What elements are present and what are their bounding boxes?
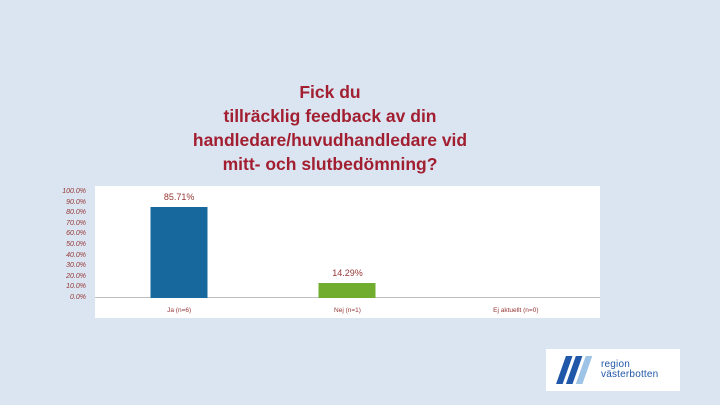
y-tick-label: 10.0% xyxy=(66,283,86,291)
y-tick-label: 30.0% xyxy=(66,262,86,270)
x-axis-category-label: Ja (n=6) xyxy=(167,307,192,314)
chart-plot-area: 85.71% Ja (n=6) 14.29% Nej (n=1) Ej aktuellt… xyxy=(95,186,600,318)
bar-chart: 85.71% Ja (n=6) 14.29% Nej (n=1) Ej aktuellt… xyxy=(95,186,600,318)
chart-category-slot: 85.71% Ja (n=6) xyxy=(95,186,263,318)
y-tick-label: 80.0% xyxy=(66,209,86,217)
logo-line1: region xyxy=(601,358,630,370)
title-line: tillräcklig feedback av din xyxy=(223,106,437,126)
logo-text: region västerbotten xyxy=(601,358,659,381)
x-axis-category-label: Nej (n=1) xyxy=(334,307,361,314)
y-tick-label: 60.0% xyxy=(66,230,86,238)
x-axis-category-label: Ej aktuellt (n=0) xyxy=(493,307,539,314)
y-tick-label: 20.0% xyxy=(66,272,86,280)
y-axis-labels: 100.0% 90.0% 80.0% 70.0% 60.0% 50.0% 40.0% 30.0… xyxy=(20,187,86,303)
logo-icon xyxy=(556,356,593,384)
bar-1 xyxy=(150,207,208,298)
y-tick-label: 100.0% xyxy=(62,188,86,195)
bar-value-label: 85.71% xyxy=(163,192,195,202)
slide-title: Fick du tillräcklig feedback av din hand… xyxy=(0,80,660,176)
bar-value-label: 14.29% xyxy=(332,268,363,278)
title-line: Fick du xyxy=(299,82,361,102)
y-tick-label: 90.0% xyxy=(66,198,86,206)
region-vasterbotten-logo: region västerbotten xyxy=(546,349,680,391)
logo-line2: västerbotten xyxy=(601,369,659,380)
y-tick-label: 0.0% xyxy=(70,293,86,301)
title-line: mitt- och slutbedömning? xyxy=(222,154,438,174)
chart-category-slot: 14.29% Nej (n=1) xyxy=(263,186,431,318)
y-tick-label: 70.0% xyxy=(66,219,86,227)
chart-category-slot: Ej aktuellt (n=0) xyxy=(432,186,600,318)
title-line: handledare/huvudhandledare vid xyxy=(192,130,468,150)
bar-2 xyxy=(318,283,376,298)
y-tick-label: 50.0% xyxy=(66,240,86,248)
y-tick-label: 40.0% xyxy=(66,251,86,259)
